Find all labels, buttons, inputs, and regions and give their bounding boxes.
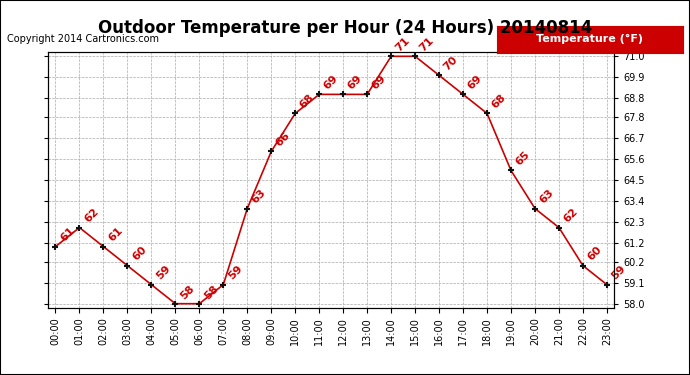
Text: 62: 62 bbox=[562, 207, 580, 225]
Text: 58: 58 bbox=[178, 283, 196, 301]
Text: 59: 59 bbox=[226, 264, 244, 282]
Text: 69: 69 bbox=[346, 74, 364, 92]
Text: 59: 59 bbox=[154, 264, 172, 282]
Text: 68: 68 bbox=[298, 93, 316, 111]
Text: 63: 63 bbox=[538, 188, 555, 206]
Text: 69: 69 bbox=[370, 74, 388, 92]
Text: 71: 71 bbox=[418, 36, 436, 54]
Text: 60: 60 bbox=[130, 245, 148, 263]
Text: 61: 61 bbox=[106, 226, 124, 244]
Text: 65: 65 bbox=[514, 150, 532, 168]
Text: 63: 63 bbox=[250, 188, 268, 206]
Text: 71: 71 bbox=[394, 36, 412, 54]
Text: 69: 69 bbox=[322, 74, 340, 92]
Text: 59: 59 bbox=[610, 264, 628, 282]
Text: 70: 70 bbox=[442, 55, 460, 72]
Text: 58: 58 bbox=[202, 283, 220, 301]
Text: 68: 68 bbox=[490, 93, 508, 111]
Text: 60: 60 bbox=[586, 245, 604, 263]
Text: 62: 62 bbox=[82, 207, 100, 225]
Text: Copyright 2014 Cartronics.com: Copyright 2014 Cartronics.com bbox=[7, 34, 159, 44]
Text: 66: 66 bbox=[274, 130, 293, 148]
Text: 61: 61 bbox=[58, 226, 77, 244]
Text: Temperature (°F): Temperature (°F) bbox=[536, 34, 644, 44]
Text: 69: 69 bbox=[466, 74, 484, 92]
Text: Outdoor Temperature per Hour (24 Hours) 20140814: Outdoor Temperature per Hour (24 Hours) … bbox=[98, 19, 592, 37]
